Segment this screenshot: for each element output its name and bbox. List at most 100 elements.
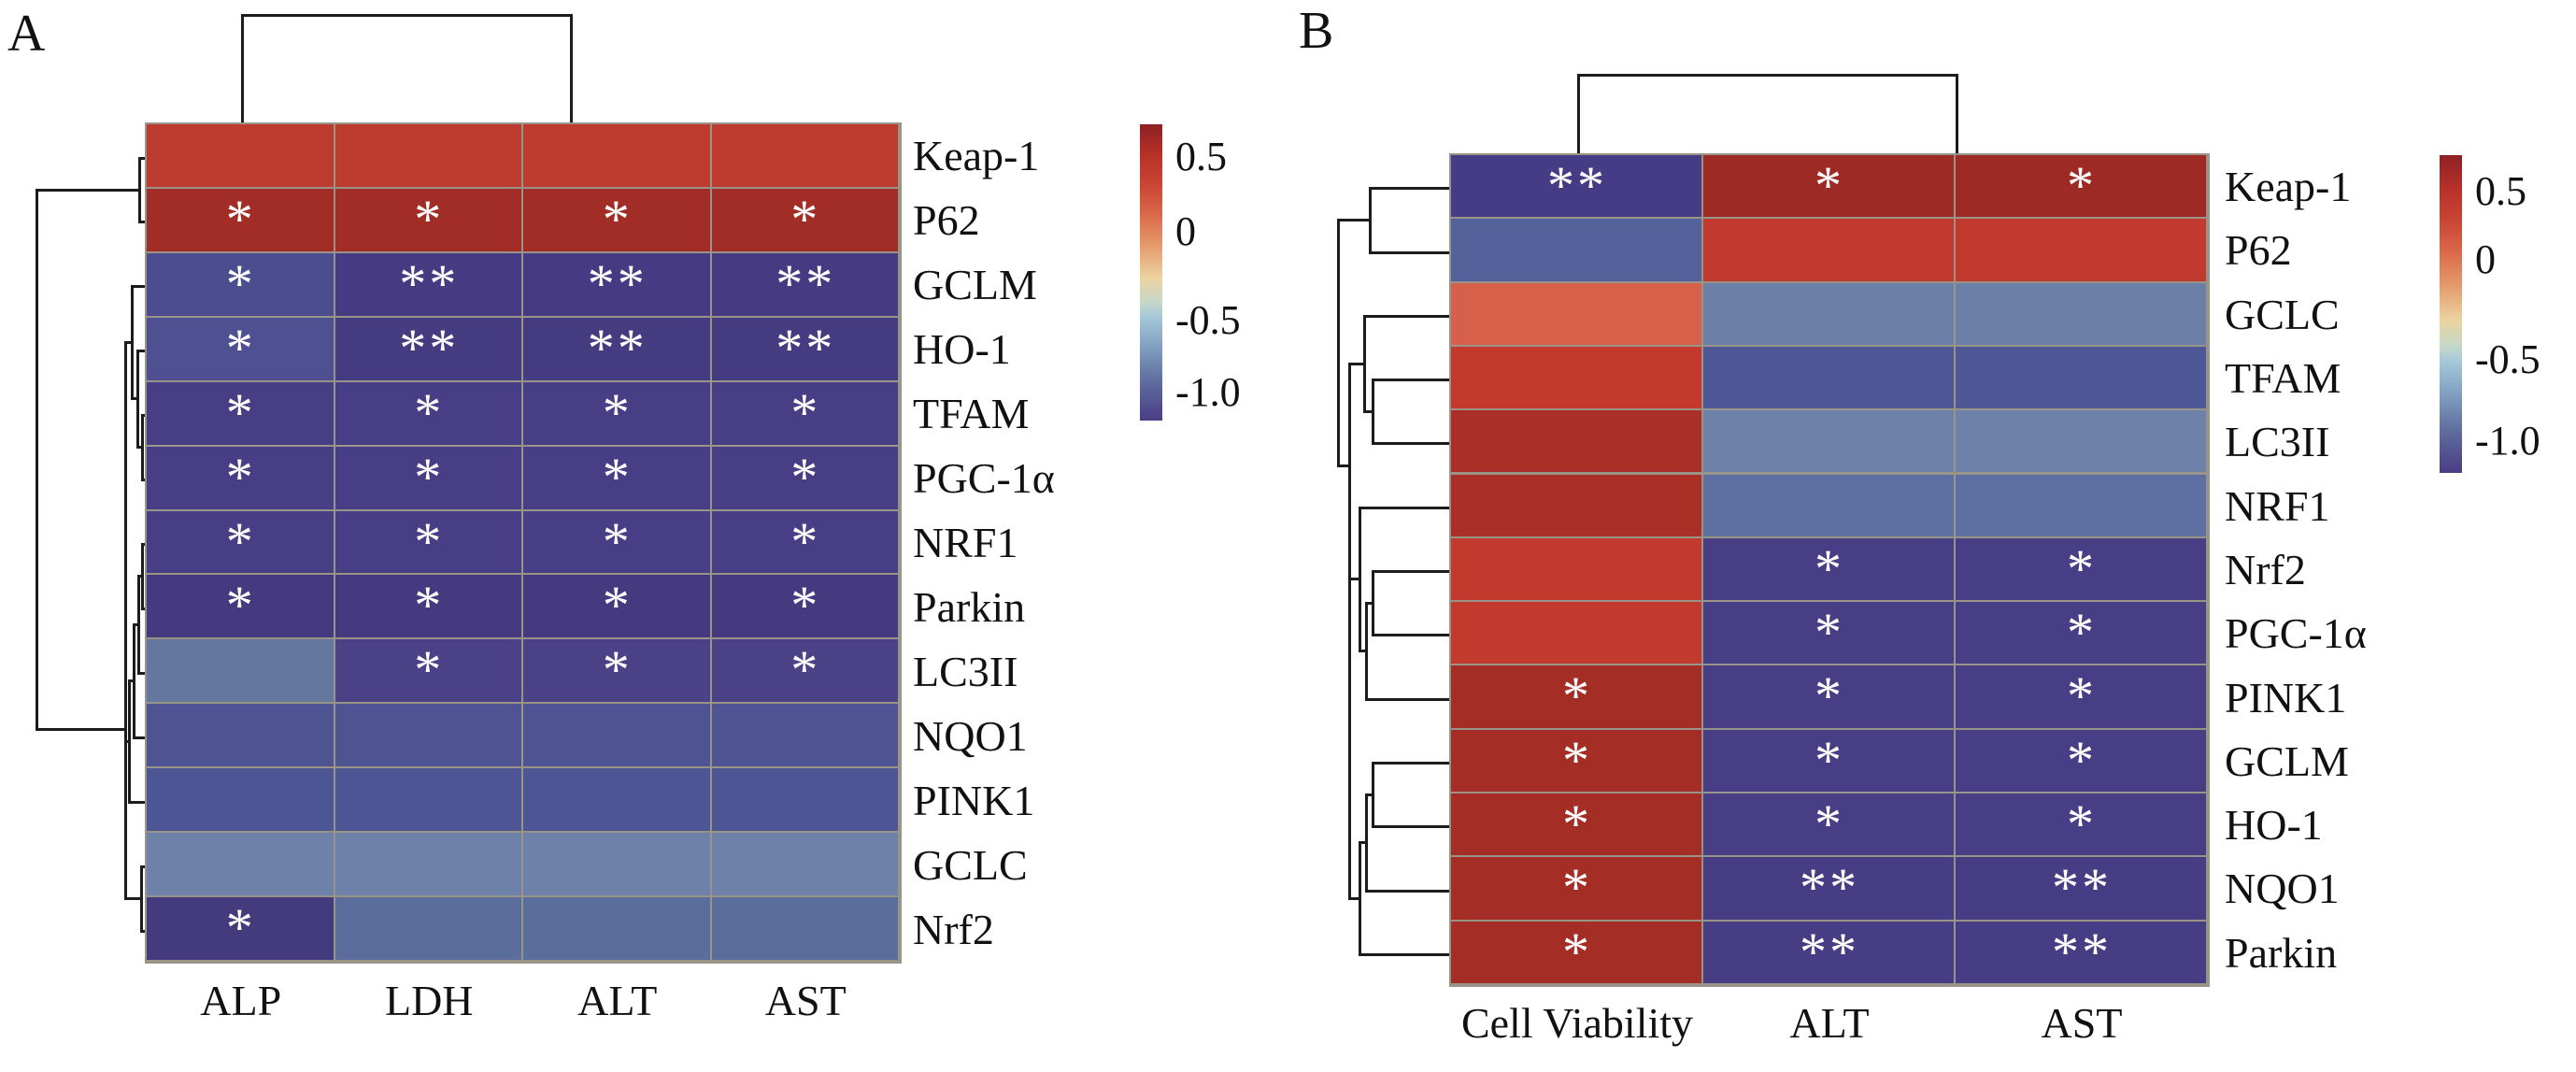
row-label: GCLM	[2225, 736, 2349, 785]
heatmap-cell	[1703, 921, 1954, 983]
col-label: LDH	[384, 977, 474, 1024]
significance-mark: **	[776, 317, 836, 379]
heatmap-cell	[711, 510, 898, 574]
significance-mark: *	[2067, 537, 2097, 599]
heatmap-cell	[1956, 155, 2206, 218]
heatmap-cell	[1703, 155, 1954, 218]
heatmap-cell	[147, 510, 334, 574]
dendrogram-segment	[1365, 793, 1372, 796]
heatmap-cell	[334, 252, 521, 316]
dendrogram-segment	[1337, 219, 1340, 465]
panel-label: A	[7, 5, 46, 63]
heatmap-cell	[523, 897, 710, 960]
heatmap-cell	[147, 381, 334, 445]
dendrogram-segment	[1363, 315, 1366, 410]
dendrogram-segment	[1956, 74, 1958, 155]
colorbar-tick-label: 0.5	[2475, 168, 2526, 214]
dendrogram-segment	[1348, 897, 1359, 900]
dendrogram-segment	[137, 672, 147, 675]
significance-mark: *	[414, 575, 445, 636]
heatmap-cell	[523, 317, 710, 380]
heatmap-cell	[147, 897, 334, 960]
dendrogram-segment	[133, 623, 135, 736]
heatmap-cell	[1956, 537, 2206, 601]
dendrogram-segment	[128, 679, 133, 682]
heatmap-cell	[147, 317, 334, 380]
heatmap-cell	[1451, 729, 1701, 792]
row-label: HO-1	[2225, 801, 2323, 850]
heatmap-cell	[147, 252, 334, 316]
dendrogram-segment	[1365, 602, 1368, 698]
heatmap-cell	[334, 768, 521, 832]
dendrogram-segment	[1372, 379, 1451, 381]
significance-mark: *	[602, 381, 633, 443]
dendrogram-segment	[141, 414, 147, 417]
heatmap-cell	[1703, 857, 1954, 920]
dendrogram-segment	[137, 575, 140, 672]
dendrogram-segment	[1365, 698, 1451, 701]
dendrogram-segment	[1348, 363, 1363, 365]
row-label: PINK1	[2225, 673, 2347, 722]
dendrogram-segment	[133, 623, 137, 626]
dendrogram-segment	[124, 341, 127, 897]
dendrogram-segment	[1363, 315, 1451, 318]
significance-mark: *	[2067, 155, 2097, 216]
dendrogram-segment	[140, 929, 147, 933]
colorbar	[1140, 124, 1162, 421]
dendrogram-segment	[1337, 465, 1348, 467]
dendrogram-segment	[141, 414, 144, 479]
dendrogram-segment	[136, 446, 141, 449]
significance-mark: *	[1815, 537, 1844, 599]
heatmap-cell	[1703, 219, 1954, 281]
heatmap-cell	[523, 833, 710, 896]
col-label: AST	[764, 977, 847, 1024]
row-label: Keap-1	[2225, 163, 2352, 211]
significance-mark: **	[399, 317, 460, 379]
heatmap-cell	[523, 704, 710, 767]
dendrogram-segment	[1359, 507, 1361, 650]
heatmap-cell	[147, 575, 334, 638]
colorbar-tick-label: 0	[1175, 208, 1196, 254]
significance-mark: *	[1815, 793, 1844, 854]
heatmap-cell	[334, 833, 521, 896]
heatmap-cell	[147, 124, 334, 187]
dendrogram-segment	[138, 221, 147, 224]
dendrogram-segment	[1359, 507, 1451, 509]
significance-mark: *	[2067, 602, 2097, 664]
significance-mark: **	[399, 252, 460, 314]
dendrogram-segment	[141, 543, 144, 607]
significance-mark: *	[225, 510, 256, 572]
dendrogram-segment	[1577, 74, 1580, 155]
significance-mark: *	[2067, 793, 2097, 854]
heatmap-cell	[711, 897, 898, 960]
col-label: ALT	[577, 977, 658, 1024]
col-label: ALT	[1789, 999, 1870, 1047]
heatmap-cell	[334, 124, 521, 187]
heatmap-cell	[147, 639, 334, 703]
heatmap-cell	[147, 833, 334, 896]
heatmap-cell	[523, 575, 710, 638]
significance-mark: *	[790, 575, 821, 636]
dendrogram-segment	[124, 740, 128, 743]
dendrogram-segment	[133, 736, 147, 739]
significance-mark: *	[225, 446, 256, 507]
dendrogram-segment	[140, 865, 147, 868]
heatmap-cell	[523, 188, 710, 251]
dendrogram-segment	[1577, 74, 1956, 77]
heatmap-cell	[1703, 793, 1954, 856]
heatmap-cell	[711, 704, 898, 767]
row-label: NRF1	[2225, 481, 2330, 530]
heatmap-cell	[711, 252, 898, 316]
row-label: Parkin	[913, 582, 1026, 631]
dendrogram-segment	[1348, 578, 1359, 580]
dendrogram-segment	[131, 397, 136, 400]
heatmap-cell	[1956, 474, 2206, 536]
significance-mark: *	[225, 575, 256, 636]
heatmap-cell	[1703, 537, 1954, 601]
heatmap-cell	[1451, 346, 1701, 409]
heatmap-cell	[523, 446, 710, 509]
row-label: GCLM	[913, 261, 1037, 309]
dendrogram-segment	[138, 156, 147, 160]
heatmap-cell	[523, 381, 710, 445]
heatmap-cell	[1451, 537, 1701, 601]
